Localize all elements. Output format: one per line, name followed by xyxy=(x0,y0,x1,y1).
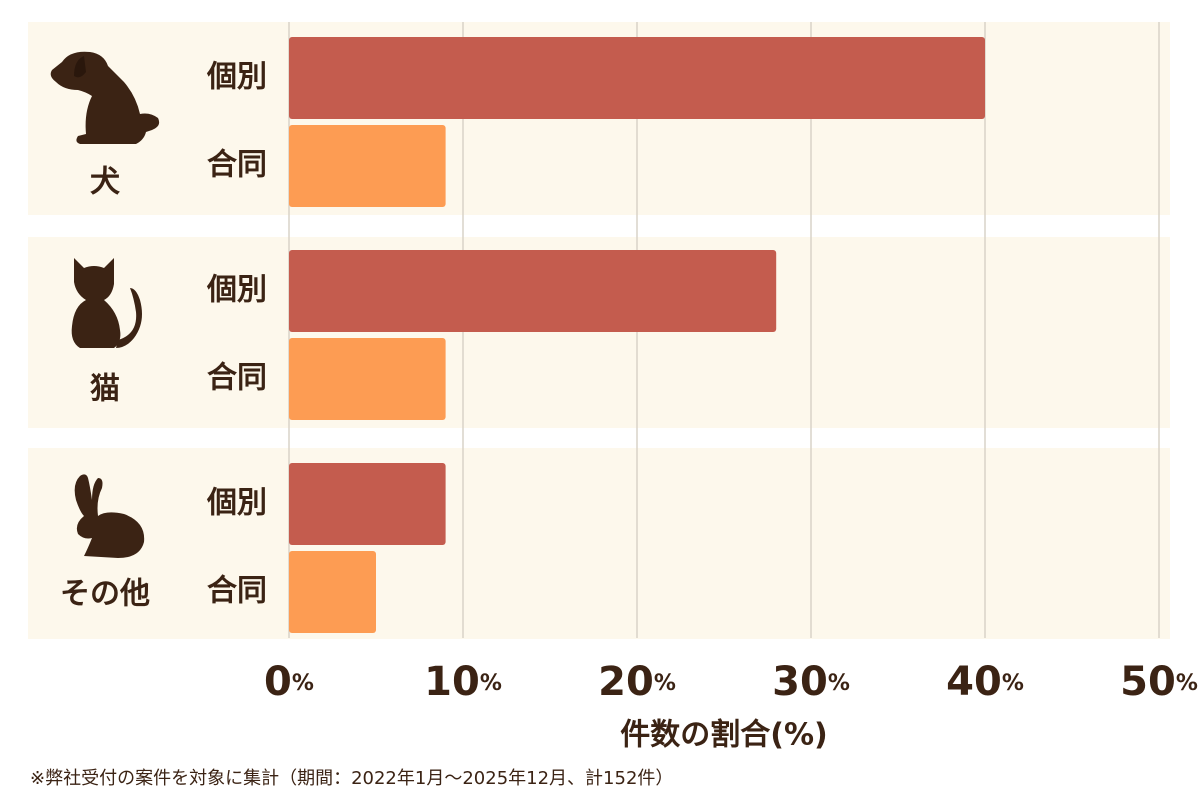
bar xyxy=(289,338,446,420)
group-label: 犬 xyxy=(90,165,120,200)
bar xyxy=(289,551,376,633)
bar xyxy=(289,463,446,545)
bar xyxy=(289,250,777,332)
x-tick-label: 10% xyxy=(424,659,502,705)
panel xyxy=(28,448,1170,639)
cat-icon xyxy=(71,258,142,348)
group-label: 猫 xyxy=(90,372,120,407)
x-tick-label: 20% xyxy=(598,659,676,705)
bars xyxy=(289,37,985,633)
dog-icon xyxy=(50,51,160,144)
x-tick-label: 30% xyxy=(772,659,850,705)
bar xyxy=(289,125,446,207)
series-label: 合同 xyxy=(207,148,267,183)
series-label: 個別 xyxy=(206,273,267,308)
series-label: 合同 xyxy=(207,361,267,396)
x-tick-label: 40% xyxy=(946,659,1024,705)
x-axis-label: 件数の割合(%) xyxy=(620,718,827,753)
rabbit-icon xyxy=(74,474,145,558)
bar xyxy=(289,37,985,119)
group-label: その他 xyxy=(60,577,150,612)
series-label: 個別 xyxy=(206,60,267,95)
x-tick-label: 0% xyxy=(264,659,314,705)
x-tick-label: 50% xyxy=(1120,659,1198,705)
series-label: 個別 xyxy=(206,486,267,521)
footnote: ※弊社受付の案件を対象に集計（期間：2022年1月〜2025年12月、計152件… xyxy=(30,768,673,789)
series-label: 合同 xyxy=(207,574,267,609)
